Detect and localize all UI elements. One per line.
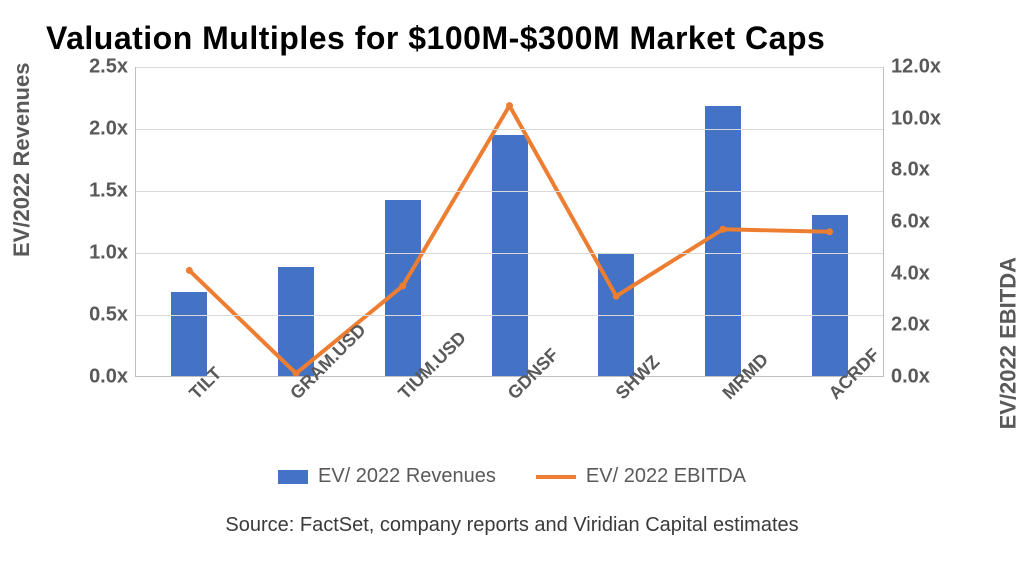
bar bbox=[385, 200, 421, 376]
y-axis-left-label: EV/2022 Revenues bbox=[9, 63, 35, 257]
chart-title: Valuation Multiples for $100M-$300M Mark… bbox=[46, 20, 984, 57]
bars-group bbox=[136, 67, 883, 376]
source-text: Source: FactSet, company reports and Vir… bbox=[40, 514, 984, 537]
legend-swatch-line bbox=[536, 475, 576, 479]
legend-item-bars: EV/ 2022 Revenues bbox=[278, 465, 496, 488]
x-tick-label: SHWZ bbox=[563, 383, 670, 447]
chart-container: Valuation Multiples for $100M-$300M Mark… bbox=[0, 0, 1024, 587]
ytick-left: 0.5x bbox=[89, 304, 136, 327]
bar bbox=[492, 135, 528, 376]
ytick-left: 0.0x bbox=[89, 366, 136, 389]
x-axis-labels: TILTGRAM.USDTIUM.USDGDNSFSHWZMRMDACRDF bbox=[135, 383, 884, 447]
ytick-right: 12.0x bbox=[883, 56, 941, 79]
grid-line bbox=[136, 129, 883, 130]
ytick-left: 1.5x bbox=[89, 180, 136, 203]
ytick-right: 8.0x bbox=[883, 159, 930, 182]
bar bbox=[278, 267, 314, 376]
legend-label-line: EV/ 2022 EBITDA bbox=[586, 465, 746, 488]
bar-slot bbox=[670, 67, 777, 376]
x-tick-label: TILT bbox=[135, 383, 242, 447]
bar bbox=[171, 292, 207, 376]
x-tick-label: MRMD bbox=[670, 383, 777, 447]
ytick-right: 0.0x bbox=[883, 366, 930, 389]
ytick-right: 6.0x bbox=[883, 211, 930, 234]
ytick-left: 2.0x bbox=[89, 118, 136, 141]
bar-slot bbox=[563, 67, 670, 376]
legend-item-line: EV/ 2022 EBITDA bbox=[536, 465, 746, 488]
bar bbox=[705, 106, 741, 376]
bar-slot bbox=[136, 67, 243, 376]
x-tick-label: TIUM.USD bbox=[349, 383, 456, 447]
grid-line bbox=[136, 315, 883, 316]
ytick-left: 1.0x bbox=[89, 242, 136, 265]
ytick-right: 4.0x bbox=[883, 262, 930, 285]
legend-label-bars: EV/ 2022 Revenues bbox=[318, 465, 496, 488]
y-axis-right-label: EV/2022 EBITDA bbox=[995, 257, 1021, 429]
legend: EV/ 2022 Revenues EV/ 2022 EBITDA bbox=[40, 465, 984, 488]
grid-line bbox=[136, 253, 883, 254]
plot-area: 0.0x0.5x1.0x1.5x2.0x2.5x0.0x2.0x4.0x6.0x… bbox=[135, 67, 884, 377]
x-tick-label: ACRDF bbox=[777, 383, 884, 447]
grid-line bbox=[136, 191, 883, 192]
bar bbox=[812, 215, 848, 376]
legend-swatch-bar bbox=[278, 470, 308, 484]
x-tick-label: GRAM.USD bbox=[242, 383, 349, 447]
chart-wrap: EV/2022 Revenues EV/2022 EBITDA 0.0x0.5x… bbox=[40, 67, 984, 447]
bar-slot bbox=[243, 67, 350, 376]
ytick-left: 2.5x bbox=[89, 56, 136, 79]
ytick-right: 2.0x bbox=[883, 314, 930, 337]
x-tick-label: GDNSF bbox=[456, 383, 563, 447]
bar-slot bbox=[456, 67, 563, 376]
grid-line bbox=[136, 67, 883, 68]
ytick-right: 10.0x bbox=[883, 107, 941, 130]
bar-slot bbox=[776, 67, 883, 376]
